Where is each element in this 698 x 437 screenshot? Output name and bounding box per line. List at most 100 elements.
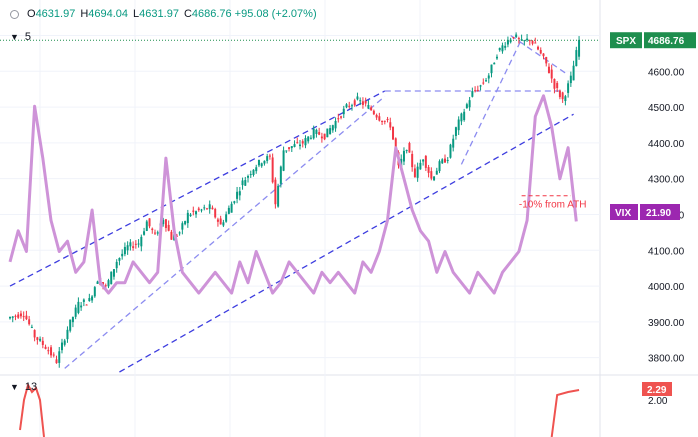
- candle-body: [104, 285, 107, 287]
- candle-body: [219, 218, 222, 225]
- candle-body: [274, 179, 277, 205]
- candle-body: [30, 326, 33, 328]
- candle-body: [77, 301, 80, 313]
- candle-body: [293, 144, 296, 147]
- candle-body: [143, 231, 146, 235]
- candle-body: [170, 231, 173, 240]
- candle-body: [285, 150, 288, 152]
- candle-body: [47, 350, 50, 352]
- candle-body: [402, 150, 405, 162]
- candle-body: [323, 133, 326, 140]
- candle-body: [88, 298, 91, 302]
- candle-body: [58, 351, 61, 363]
- candle-body: [419, 162, 422, 170]
- candle-body: [375, 114, 378, 118]
- candle-body: [145, 221, 148, 231]
- candle-body: [156, 232, 159, 234]
- candle-body: [318, 132, 321, 135]
- candle-body: [263, 160, 266, 164]
- candle-body: [36, 337, 39, 340]
- candle-body: [441, 159, 444, 164]
- candle-body: [506, 39, 509, 45]
- candle-body: [208, 204, 211, 210]
- candle-body: [452, 138, 455, 148]
- candle-body: [255, 167, 258, 172]
- candle-body: [438, 161, 441, 172]
- candle-body: [33, 330, 36, 338]
- candle-body: [309, 137, 312, 139]
- candle-body: [184, 221, 187, 225]
- candle-body: [129, 242, 132, 247]
- candle-body: [493, 62, 496, 65]
- candle-body: [446, 159, 449, 161]
- candle-body: [93, 287, 96, 297]
- chevron-down-icon[interactable]: ▼: [10, 32, 19, 42]
- candle-body: [282, 150, 285, 171]
- candle-body: [408, 143, 411, 153]
- candle-body: [561, 92, 564, 100]
- candle-body: [490, 64, 493, 74]
- candle-body: [195, 211, 198, 215]
- candle-body: [260, 163, 263, 167]
- y-tick-label: 3800.00: [648, 354, 685, 365]
- candle-body: [364, 101, 367, 104]
- candle-body: [553, 78, 556, 89]
- candle-body: [482, 82, 485, 84]
- candle-body: [476, 89, 479, 91]
- candle-body: [52, 354, 55, 356]
- candle-body: [520, 39, 523, 41]
- candle-body: [353, 100, 356, 106]
- trend-channel-upper: [9, 90, 386, 287]
- candle-body: [25, 315, 28, 320]
- candle-body: [383, 120, 386, 122]
- candle-body: [268, 155, 271, 157]
- y-tick-label: 4400.00: [648, 139, 685, 150]
- ohlc-low-value: 4631.97: [139, 8, 179, 20]
- candle-body: [118, 258, 121, 261]
- candle-body: [361, 101, 364, 105]
- vix-line: [8, 94, 578, 295]
- candle-body: [350, 105, 353, 107]
- legend-sub[interactable]: ▼ 13: [10, 380, 37, 394]
- candle-body: [416, 166, 419, 178]
- candle-body: [299, 144, 301, 147]
- chevron-down-icon[interactable]: ▼: [10, 382, 19, 392]
- candle-body: [290, 146, 293, 149]
- visibility-icon[interactable]: [10, 9, 19, 19]
- candle-body: [457, 119, 460, 131]
- candle-body: [460, 113, 463, 122]
- candle-body: [345, 104, 348, 108]
- candle-body: [236, 191, 239, 199]
- candle-body: [342, 108, 345, 115]
- candle-body: [463, 111, 466, 121]
- y-tick-label: 4000.00: [648, 282, 685, 293]
- y-tick-label: 4500.00: [648, 103, 685, 114]
- vix-price-label: 21.90: [646, 208, 671, 219]
- y-tick-label: 3900.00: [648, 318, 685, 329]
- spx-price-label: 4686.76: [648, 36, 685, 47]
- candle-body: [435, 170, 438, 175]
- candle-body: [471, 91, 474, 97]
- spx-name-label: SPX: [616, 36, 636, 47]
- candle-body: [329, 128, 332, 135]
- candle-body: [55, 359, 58, 364]
- candle-body: [550, 69, 553, 79]
- ohlc-open-label: O: [27, 8, 36, 20]
- legend-sub-label: 13: [24, 381, 38, 393]
- candle-body: [71, 316, 74, 323]
- candle-body: [359, 100, 362, 102]
- candle-body: [205, 208, 208, 210]
- legend-main[interactable]: ▼ 5: [10, 30, 31, 44]
- sub-indicator-line-left: [19, 382, 45, 437]
- candle-body: [539, 49, 542, 54]
- candle-body: [186, 212, 189, 224]
- candle-body: [227, 207, 230, 214]
- candle-body: [17, 314, 20, 318]
- candle-body: [320, 136, 323, 139]
- candle-body: [266, 156, 269, 161]
- candle-body: [50, 347, 53, 356]
- candle-body: [474, 90, 477, 92]
- candle-body: [523, 40, 526, 42]
- legend-main-label: 5: [24, 31, 32, 43]
- trend-channel-mid: [64, 95, 386, 369]
